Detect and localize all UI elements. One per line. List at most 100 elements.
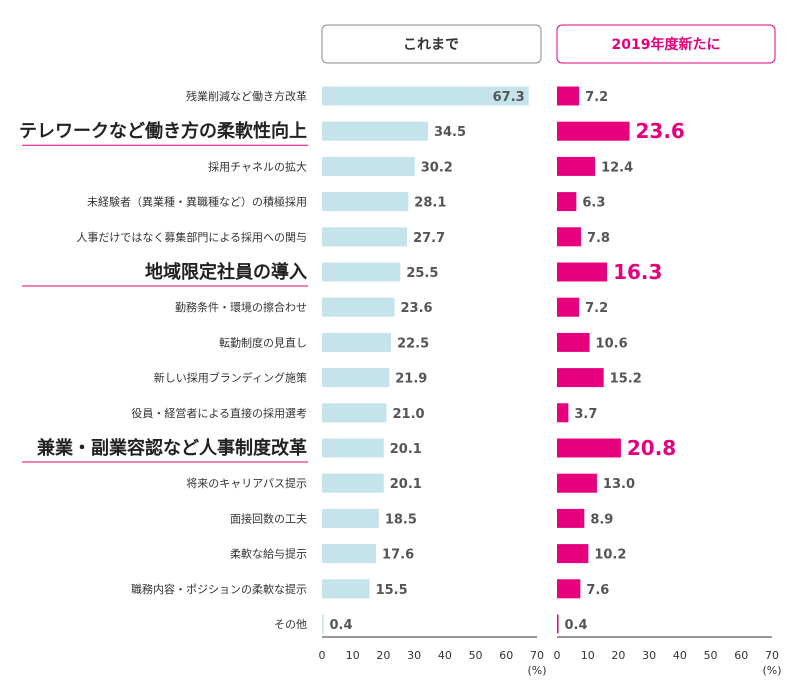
value-label-new-2019: 7.2	[585, 301, 608, 316]
category-label: 人事だけではなく募集部門による採用への関与	[76, 230, 307, 244]
chart-row: 人事だけではなく募集部門による採用への関与 27.7 7.8	[76, 227, 610, 247]
bar-new-2019	[557, 156, 596, 176]
x-tick-left: 50	[469, 649, 483, 662]
bar-previous	[322, 262, 401, 282]
chart-row: 未経験者（異業種・異職種など）の積極採用 28.1 6.3	[87, 192, 605, 212]
value-label-previous: 20.1	[390, 477, 422, 492]
bar-previous	[322, 121, 428, 141]
x-tick-left: 0	[319, 649, 326, 662]
chart-row: 職務内容・ポジションの柔軟な提示 15.5 7.6	[131, 579, 609, 599]
bar-previous	[322, 438, 384, 458]
bar-previous	[322, 579, 370, 599]
value-label-previous: 21.0	[393, 407, 425, 422]
x-tick-right: 70	[765, 649, 779, 662]
bar-previous	[322, 368, 390, 388]
value-label-new-2019: 20.8	[627, 436, 676, 460]
bar-previous	[322, 544, 377, 564]
value-label-previous: 17.6	[382, 548, 414, 563]
x-tick-right: 50	[704, 649, 718, 662]
category-label: 新しい採用ブランディング施策	[154, 371, 307, 385]
bar-new-2019	[557, 508, 585, 528]
bar-new-2019	[557, 438, 621, 458]
bar-previous	[322, 156, 415, 176]
value-label-previous: 67.3	[493, 90, 525, 105]
chart-row: 将来のキャリアパス提示 20.1 13.0	[186, 473, 635, 493]
x-tick-left: 60	[499, 649, 513, 662]
chart-row: 勤務条件・環境の擦合わせ 23.6 7.2	[175, 297, 608, 317]
category-label: 柔軟な給与提示	[230, 547, 307, 561]
x-tick-right: 0	[554, 649, 561, 662]
value-label-new-2019: 0.4	[565, 618, 588, 633]
value-label-new-2019: 7.2	[585, 90, 608, 105]
chart-row: 兼業・副業容認など人事制度改革 20.1 20.8	[22, 436, 676, 463]
bar-previous	[322, 473, 384, 493]
value-label-previous: 27.7	[413, 231, 445, 246]
bar-new-2019	[557, 473, 597, 493]
x-tick-right: 60	[734, 649, 748, 662]
value-label-previous: 23.6	[400, 301, 432, 316]
category-label: 兼業・副業容認など人事制度改革	[37, 437, 307, 459]
value-label-new-2019: 23.6	[635, 119, 684, 143]
bar-new-2019	[557, 192, 577, 212]
bar-new-2019	[557, 403, 569, 423]
chart-row: 柔軟な給与提示 17.6 10.2	[230, 544, 626, 564]
value-label-previous: 34.5	[434, 125, 466, 140]
x-tick-right: 30	[642, 649, 656, 662]
category-label: 面接回数の工夫	[230, 512, 307, 525]
bar-previous	[322, 297, 395, 317]
category-label: テレワークなど働き方の柔軟性向上	[19, 120, 307, 142]
bar-new-2019	[557, 332, 590, 352]
unit-label-left: (%)	[527, 664, 546, 677]
x-tick-left: 30	[407, 649, 421, 662]
value-label-new-2019: 10.6	[596, 336, 628, 351]
bar-new-2019	[557, 227, 581, 247]
x-tick-right: 40	[673, 649, 687, 662]
bar-new-2019	[557, 579, 581, 599]
header-left-label: これまで	[403, 37, 459, 53]
category-label: 職務内容・ポジションの柔軟な提示	[131, 582, 307, 596]
category-label: 採用チャネルの拡大	[208, 159, 307, 173]
bar-previous	[322, 614, 324, 634]
chart-row: 役員・経営者による直接の採用選考 21.0 3.7	[131, 403, 597, 423]
header-right-label: 2019年度新たに	[612, 36, 721, 53]
bar-previous	[322, 332, 392, 352]
value-label-new-2019: 10.2	[594, 548, 626, 563]
value-label-new-2019: 15.2	[610, 372, 642, 387]
chart-row: 残業削減など働き方改革 67.3 7.2	[186, 86, 608, 106]
value-label-previous: 18.5	[385, 512, 417, 527]
x-tick-right: 20	[611, 649, 625, 662]
value-label-new-2019: 7.8	[587, 231, 610, 246]
bar-new-2019	[557, 368, 604, 388]
category-label: 勤務条件・環境の擦合わせ	[175, 300, 307, 314]
chart-row: 転勤制度の見直し 22.5 10.6	[219, 332, 628, 352]
x-tick-left: 70	[530, 649, 544, 662]
bar-previous	[322, 86, 529, 106]
chart-row: 地域限定社員の導入 25.5 16.3	[22, 260, 662, 287]
chart-row: その他 0.4 0.4	[274, 614, 588, 634]
value-label-new-2019: 8.9	[590, 512, 613, 527]
bar-new-2019	[557, 86, 580, 106]
value-label-previous: 0.4	[330, 618, 353, 633]
value-label-previous: 22.5	[397, 336, 429, 351]
x-tick-left: 40	[438, 649, 452, 662]
header-box-right	[556, 24, 776, 64]
value-label-new-2019: 6.3	[582, 196, 605, 211]
value-label-new-2019: 13.0	[603, 477, 635, 492]
chart-row: 採用チャネルの拡大 30.2 12.4	[208, 156, 633, 176]
bar-new-2019	[557, 297, 580, 317]
chart-row: 面接回数の工夫 18.5 8.9	[230, 508, 613, 528]
category-label: 将来のキャリアパス提示	[186, 477, 307, 490]
header-box-left	[321, 24, 542, 64]
category-label: その他	[274, 618, 307, 631]
chart-row: テレワークなど働き方の柔軟性向上 34.5 23.6	[19, 119, 685, 146]
bar-new-2019	[557, 614, 559, 634]
bar-new-2019	[557, 544, 589, 564]
bar-new-2019	[557, 121, 630, 141]
value-label-previous: 20.1	[390, 442, 422, 457]
x-tick-right: 10	[581, 649, 595, 662]
value-label-previous: 15.5	[376, 583, 408, 598]
value-label-previous: 28.1	[414, 196, 446, 211]
category-label: 残業削減など働き方改革	[186, 89, 307, 103]
x-tick-left: 10	[346, 649, 360, 662]
